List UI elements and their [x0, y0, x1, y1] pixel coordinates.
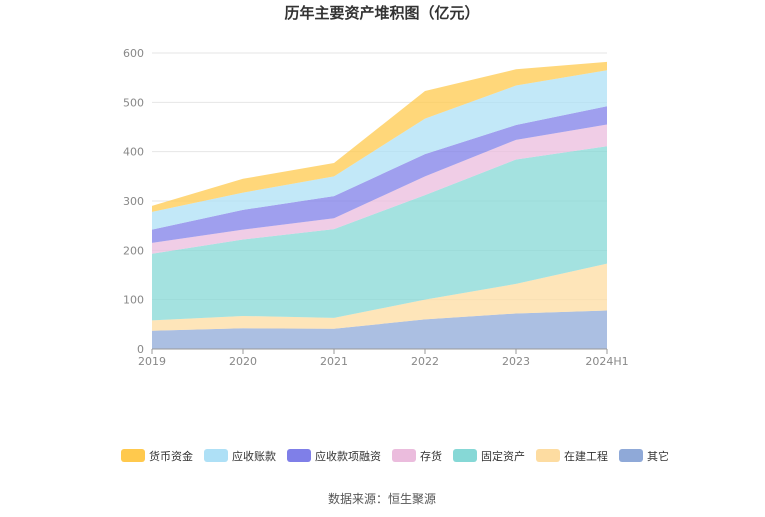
x-tick-label: 2022 — [411, 355, 439, 368]
legend-label: 应收款项融资 — [315, 449, 381, 463]
x-tick-label: 2020 — [229, 355, 257, 368]
x-tick-label: 2023 — [502, 355, 530, 368]
chart-title: 历年主要资产堆积图（亿元） — [284, 4, 479, 22]
legend-label: 固定资产 — [481, 449, 525, 463]
area-series — [152, 61, 607, 349]
y-tick-label: 400 — [123, 146, 144, 159]
legend-swatch — [536, 449, 560, 462]
legend-label: 存货 — [420, 449, 442, 463]
legend-label: 应收账款 — [232, 449, 276, 463]
legend-label: 其它 — [647, 449, 669, 463]
legend-item[interactable]: 固定资产 — [453, 449, 525, 463]
x-tick-label: 2024H1 — [585, 355, 628, 368]
data-source: 数据来源：恒生聚源 — [328, 491, 436, 506]
legend: 货币资金 应收账款 应收款项融资 存货 固定资产 在建工程 其它 — [121, 449, 669, 463]
legend-swatch — [121, 449, 145, 462]
legend-item[interactable]: 其它 — [619, 449, 669, 463]
x-tick-label: 2019 — [138, 355, 166, 368]
legend-swatch — [204, 449, 228, 462]
axes: 0 100 200 300 400 500 600 2019 2020 2021 2022 2023 2… — [123, 47, 629, 368]
area-固定资产 — [152, 146, 607, 321]
legend-swatch — [392, 449, 416, 462]
legend-item[interactable]: 货币资金 — [121, 449, 193, 463]
area-在建工程 — [152, 263, 607, 331]
legend-swatch — [453, 449, 477, 462]
legend-swatch — [619, 449, 643, 462]
legend-item[interactable]: 存货 — [392, 449, 442, 463]
y-tick-label: 500 — [123, 96, 144, 109]
y-tick-label: 100 — [123, 294, 144, 307]
area-其它 — [152, 310, 607, 349]
legend-item[interactable]: 应收账款 — [204, 449, 276, 463]
legend-label: 货币资金 — [149, 449, 193, 463]
legend-item[interactable]: 在建工程 — [536, 449, 608, 463]
y-tick-label: 200 — [123, 244, 144, 257]
area-应收账款 — [152, 70, 607, 230]
y-tick-label: 300 — [123, 195, 144, 208]
area-货币资金 — [152, 61, 607, 212]
area-应收款项融资 — [152, 106, 607, 243]
y-tick-label: 0 — [137, 343, 144, 356]
legend-label: 在建工程 — [564, 449, 608, 463]
area-存货 — [152, 124, 607, 254]
x-tick-label: 2021 — [320, 355, 348, 368]
y-tick-label: 600 — [123, 47, 144, 60]
legend-item[interactable]: 应收款项融资 — [287, 449, 381, 463]
legend-swatch — [287, 449, 311, 462]
